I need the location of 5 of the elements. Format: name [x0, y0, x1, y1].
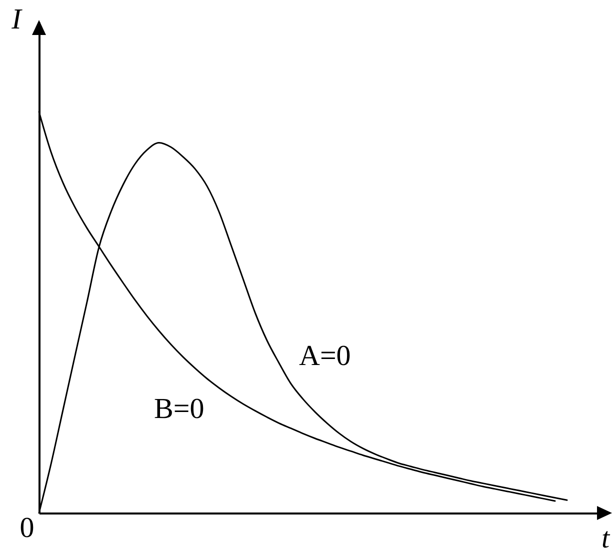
x-axis-title: t	[601, 522, 610, 549]
text: 0	[20, 512, 34, 544]
y-axis-title: I	[10, 4, 23, 36]
series-label: A=0	[299, 340, 351, 372]
series-label: B=0	[154, 392, 204, 425]
